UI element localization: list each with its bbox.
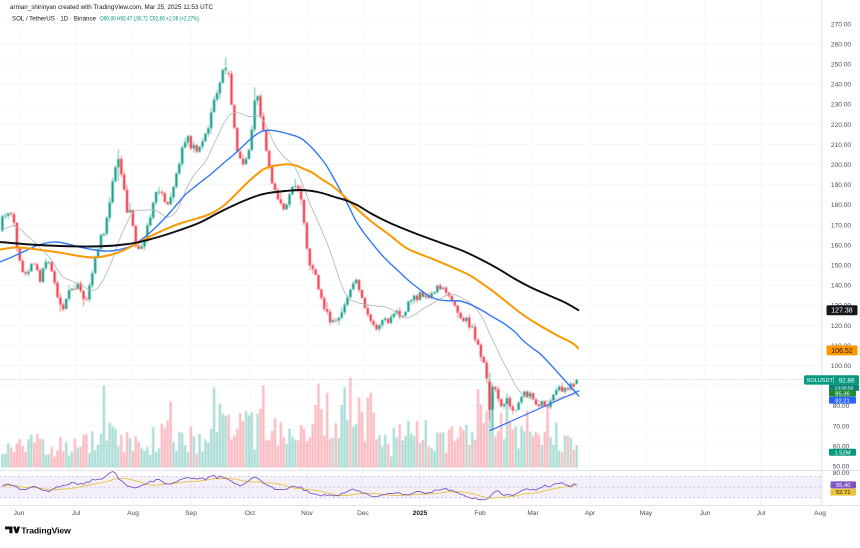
svg-text:arman_shirinyan created with T: arman_shirinyan created with TradingView… xyxy=(10,4,213,11)
svg-text:Aug: Aug xyxy=(814,510,826,517)
svg-text:210.00: 210.00 xyxy=(831,142,852,149)
svg-text:Dec: Dec xyxy=(357,510,369,517)
svg-text:127.38: 127.38 xyxy=(831,308,853,315)
svg-text:85.36: 85.36 xyxy=(835,391,850,397)
svg-text:92.86: 92.86 xyxy=(839,377,855,384)
svg-text:Jul: Jul xyxy=(72,510,81,517)
svg-text:Jun: Jun xyxy=(700,510,711,517)
svg-text:Feb: Feb xyxy=(474,510,486,517)
svg-text:82.21: 82.21 xyxy=(835,398,850,404)
svg-text:Mar: Mar xyxy=(527,510,539,517)
svg-text:60.00: 60.00 xyxy=(833,443,850,450)
svg-text:Oct: Oct xyxy=(245,510,255,517)
svg-text:Nov: Nov xyxy=(301,510,313,517)
svg-text:2025: 2025 xyxy=(413,510,428,517)
svg-text:52.71: 52.71 xyxy=(836,490,851,496)
svg-text:Aug: Aug xyxy=(127,510,139,517)
svg-text:May: May xyxy=(640,510,653,517)
svg-text:70.00: 70.00 xyxy=(833,423,850,430)
svg-text:170.00: 170.00 xyxy=(831,222,852,229)
svg-text:Apr: Apr xyxy=(585,510,596,517)
svg-text:55.40: 55.40 xyxy=(836,483,851,489)
svg-text:O90.80 H93.47 L90.71 C92.86 +2: O90.80 H93.47 L90.71 C92.86 +2.06 (+2.27… xyxy=(100,16,199,23)
svg-text:160.00: 160.00 xyxy=(831,242,852,249)
svg-text:140.00: 140.00 xyxy=(831,283,852,290)
svg-text:Jul: Jul xyxy=(757,510,766,517)
svg-text:180.00: 180.00 xyxy=(831,202,852,209)
svg-text:50.00: 50.00 xyxy=(833,464,850,471)
svg-text:13:06:50: 13:06:50 xyxy=(835,386,854,392)
svg-text:240.00: 240.00 xyxy=(831,82,852,89)
svg-text:250.00: 250.00 xyxy=(831,62,852,69)
svg-text:230.00: 230.00 xyxy=(831,102,852,109)
svg-text:260.00: 260.00 xyxy=(831,41,852,48)
svg-text:80.00: 80.00 xyxy=(833,403,850,410)
svg-text:Sep: Sep xyxy=(185,510,197,517)
svg-text:120.00: 120.00 xyxy=(831,323,852,330)
svg-text:220.00: 220.00 xyxy=(831,122,852,129)
svg-text:100.00: 100.00 xyxy=(831,363,852,370)
svg-text:SOL / TetherUS · 1D · Binance: SOL / TetherUS · 1D · Binance xyxy=(12,16,96,23)
svg-text:SOLUSDT: SOLUSDT xyxy=(807,378,834,384)
svg-text:TradingView: TradingView xyxy=(21,525,71,535)
svg-text:106.52: 106.52 xyxy=(831,348,853,355)
svg-text:150.00: 150.00 xyxy=(831,263,852,270)
svg-text:1.52M: 1.52M xyxy=(834,450,850,456)
svg-text:200.00: 200.00 xyxy=(831,162,852,169)
svg-text:270.00: 270.00 xyxy=(831,21,852,28)
svg-text:Jun: Jun xyxy=(14,510,25,517)
svg-text:80.00: 80.00 xyxy=(833,470,850,477)
svg-text:190.00: 190.00 xyxy=(831,182,852,189)
